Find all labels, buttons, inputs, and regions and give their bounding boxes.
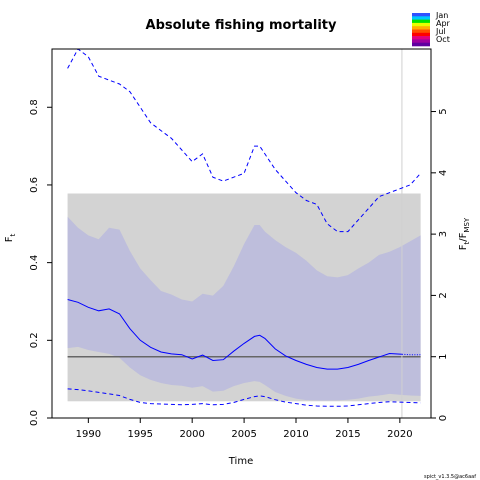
estimate-line <box>67 299 402 370</box>
legend-color-swatch <box>412 32 430 37</box>
x-axis: 1990 1995 2000 2005 2010 2015 2020 <box>76 418 413 440</box>
x-tick-label: 2015 <box>335 429 360 440</box>
y-axis-right-label-sep: /F <box>458 232 469 241</box>
legend-color-swatch <box>412 36 430 40</box>
plot-area <box>67 193 421 402</box>
x-tick-label: 2020 <box>387 429 412 440</box>
legend-entry-label: Jan <box>435 11 448 20</box>
x-tick-label: 1995 <box>128 429 153 440</box>
legend-color-swatch <box>412 26 430 30</box>
x-tick-label: 2010 <box>283 429 308 440</box>
legend-color-swatch <box>412 16 430 20</box>
ci-band <box>67 216 421 401</box>
y-axis-left: 0.0 0.2 0.4 0.6 0.8 <box>29 99 52 426</box>
y-right-tick-label: 3 <box>438 231 449 237</box>
x-tick-label: 2000 <box>179 429 204 440</box>
y-axis-right-label-sub2: MSY <box>463 217 471 232</box>
x-axis-label: Time <box>228 456 253 467</box>
y-tick-label: 0.4 <box>29 255 40 271</box>
y-axis-label-sub: t <box>9 233 17 236</box>
legend-color-swatch <box>412 29 430 34</box>
legend-color-swatch <box>412 13 430 17</box>
y-tick-label: 0.2 <box>29 332 40 348</box>
chart-marks <box>67 49 421 418</box>
y-axis-right-label-main: F <box>458 244 469 250</box>
legend-entry-label: Jul <box>435 27 446 36</box>
y-tick-label: 0.8 <box>29 99 40 115</box>
y-right-tick-label: 2 <box>438 292 449 298</box>
legend-entry-label: Apr <box>436 19 451 28</box>
y-axis-right: 0 1 2 3 4 5 <box>431 108 449 421</box>
legend-entry-label: Oct <box>436 35 450 44</box>
x-tick-label: 1990 <box>76 429 101 440</box>
y-axis-right-label-sub1: t <box>463 241 471 244</box>
legend-color-swatch <box>412 19 430 24</box>
y-tick-label: 0.6 <box>29 177 40 193</box>
y-right-tick-label: 5 <box>438 108 449 114</box>
chart-title: Absolute fishing mortality <box>146 18 337 33</box>
legend-color-swatch <box>412 42 430 47</box>
y-right-tick-label: 0 <box>438 415 449 421</box>
y-right-tick-label: 1 <box>438 354 449 360</box>
y-axis-right-label: Ft/FMSY <box>458 217 471 250</box>
y-axis-label: Ft <box>4 233 17 242</box>
legend-color-swatch <box>412 39 430 43</box>
y-axis-label-main: F <box>4 236 15 242</box>
y-right-tick-label: 4 <box>438 170 449 176</box>
plot-frame <box>51 48 432 419</box>
footer-version: spict_v1.3.5@ac6aaf <box>424 474 476 480</box>
ci-lower-line <box>67 388 421 407</box>
y-tick-label: 0.0 <box>29 410 40 426</box>
legend-color-swatch <box>412 22 430 27</box>
x-tick-label: 2005 <box>231 429 256 440</box>
